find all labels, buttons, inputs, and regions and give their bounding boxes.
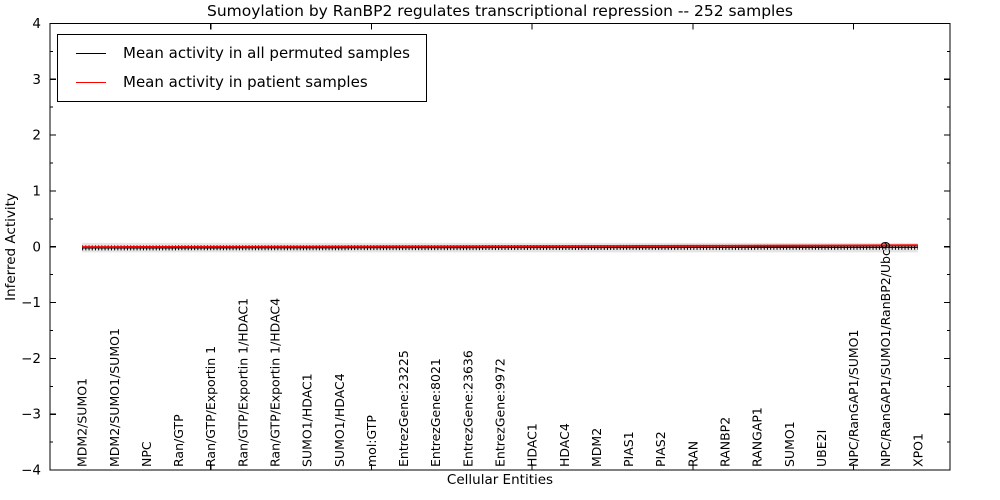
x-category-label: PIAS2 xyxy=(653,431,668,467)
x-category-label: EntrezGene:23636 xyxy=(460,350,475,467)
y-tick-label: −2 xyxy=(21,351,41,367)
x-category-label: UBE2I xyxy=(814,430,829,467)
x-category-label: EntrezGene:9972 xyxy=(493,358,508,467)
y-axis-label: Inferred Activity xyxy=(3,193,19,301)
x-category-label: NPC/RanGAP1/SUMO1 xyxy=(846,330,861,467)
x-category-label: mol:GTP xyxy=(364,415,379,467)
x-category-label: MDM2 xyxy=(589,428,604,467)
x-category-label: PIAS1 xyxy=(621,431,636,467)
legend-line-sample-red xyxy=(76,81,106,83)
x-category-label: XPO1 xyxy=(910,433,925,467)
y-tick-label: −1 xyxy=(21,295,41,311)
y-tick-label: 2 xyxy=(32,128,41,144)
x-category-label: Ran/GTP/Exportin 1/HDAC4 xyxy=(268,298,283,467)
y-tick-label: −3 xyxy=(21,407,41,423)
x-category-label: NPC xyxy=(139,441,154,467)
legend-label-patient: Mean activity in patient samples xyxy=(123,72,368,91)
y-tick-label: 4 xyxy=(32,16,41,32)
x-category-label: SUMO1/HDAC4 xyxy=(332,373,347,467)
x-category-label: HDAC4 xyxy=(557,423,572,467)
x-category-label: RANBP2 xyxy=(718,417,733,467)
chart-title: Sumoylation by RanBP2 regulates transcri… xyxy=(207,2,793,20)
x-category-label: MDM2/SUMO1/SUMO1 xyxy=(107,328,122,467)
x-category-label: RAN xyxy=(685,441,700,467)
x-category-label: Ran/GTP/Exportin 1/HDAC1 xyxy=(235,298,250,467)
y-tick-label: 3 xyxy=(32,72,41,88)
x-category-label: Ran/GTP xyxy=(171,414,186,467)
y-tick-label: 1 xyxy=(32,183,41,199)
x-category-label: SUMO1 xyxy=(782,421,797,467)
legend-label-permuted: Mean activity in all permuted samples xyxy=(123,44,410,62)
legend: Mean activity in all permuted samples Me… xyxy=(57,34,427,102)
legend-entry-permuted: Mean activity in all permuted samples xyxy=(74,44,410,63)
x-category-label: EntrezGene:8021 xyxy=(428,358,443,467)
patient-mean-line xyxy=(82,244,918,248)
legend-entry-patient: Mean activity in patient samples xyxy=(74,73,410,92)
y-tick-label: 0 xyxy=(32,239,41,255)
x-category-label: NPC/RanGAP1/SUMO1/RanBP2/Ubc9 xyxy=(878,241,893,467)
x-category-label: EntrezGene:23225 xyxy=(396,350,411,467)
x-category-label: MDM2/SUMO1 xyxy=(75,378,90,467)
legend-line-sample-black xyxy=(76,52,106,54)
x-category-label: Ran/GTP/Exportin 1 xyxy=(203,346,218,467)
y-tick-label: −4 xyxy=(21,463,41,479)
x-axis-label: Cellular Entities xyxy=(446,472,554,488)
x-category-label: SUMO1/HDAC1 xyxy=(300,373,315,467)
x-category-label: RANGAP1 xyxy=(750,407,765,467)
x-category-label: HDAC1 xyxy=(525,423,540,467)
permuted-mean-line xyxy=(82,246,918,249)
